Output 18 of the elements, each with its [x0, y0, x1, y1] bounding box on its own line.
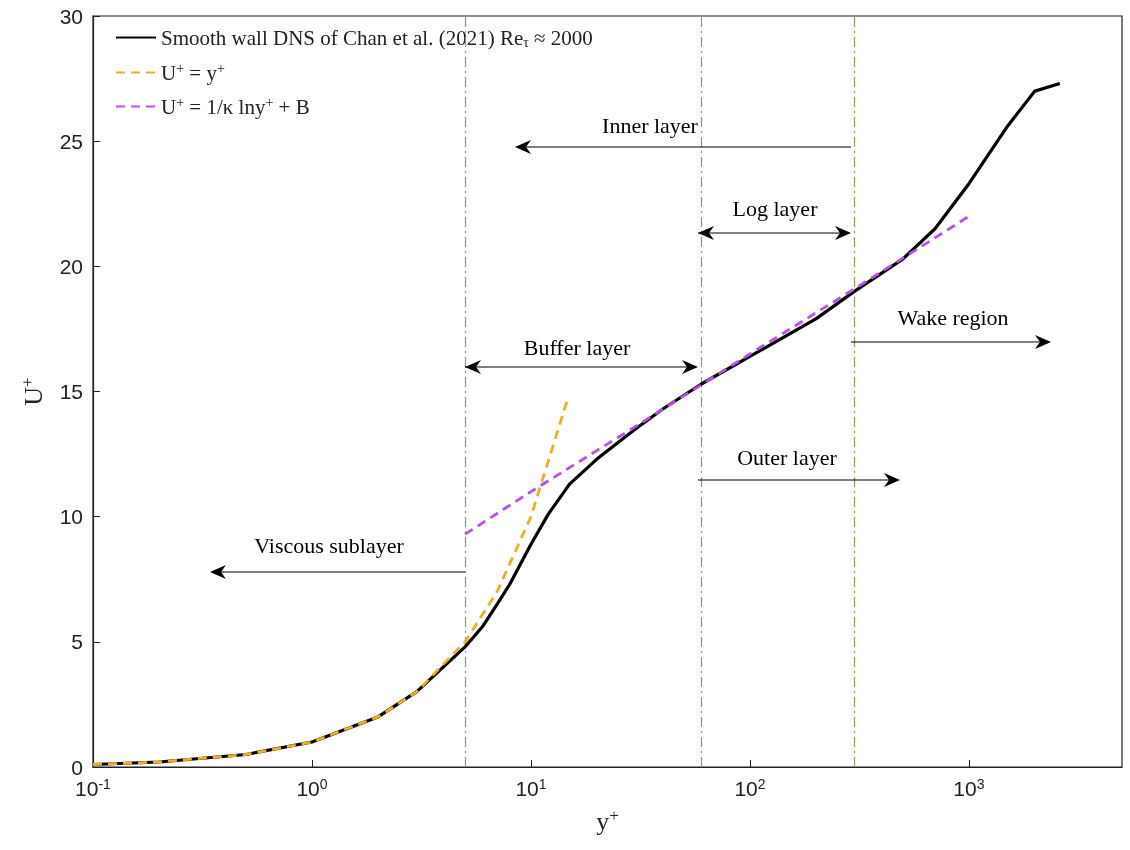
annotation: Wake region — [897, 304, 1009, 330]
annotation: Buffer layer — [523, 334, 631, 360]
y-tick-label: 5 — [71, 630, 83, 654]
annotation: Log layer — [732, 195, 819, 221]
y-tick-label: 10 — [59, 505, 83, 529]
legend-label: Smooth wall DNS of Chan et al. (2021) Reτ ≈ 2000 — [161, 25, 593, 50]
y-axis-title: U+ — [18, 377, 48, 406]
y-tick-label: 0 — [71, 755, 83, 779]
annotation: Viscous sublayer — [254, 532, 405, 558]
y-tick-label: 15 — [59, 380, 83, 403]
annotation: Outer layer — [737, 444, 838, 470]
annotation: Inner layer — [602, 112, 699, 138]
y-tick-label: 25 — [59, 129, 83, 153]
y-tick-label: 20 — [59, 254, 83, 278]
y-tick-label: 30 — [59, 4, 83, 28]
legend-label: U+ = y+ — [161, 60, 225, 85]
x-axis-title: y+ — [596, 806, 619, 836]
legend-label: U+ = 1/κ lny+ + B — [161, 94, 310, 119]
